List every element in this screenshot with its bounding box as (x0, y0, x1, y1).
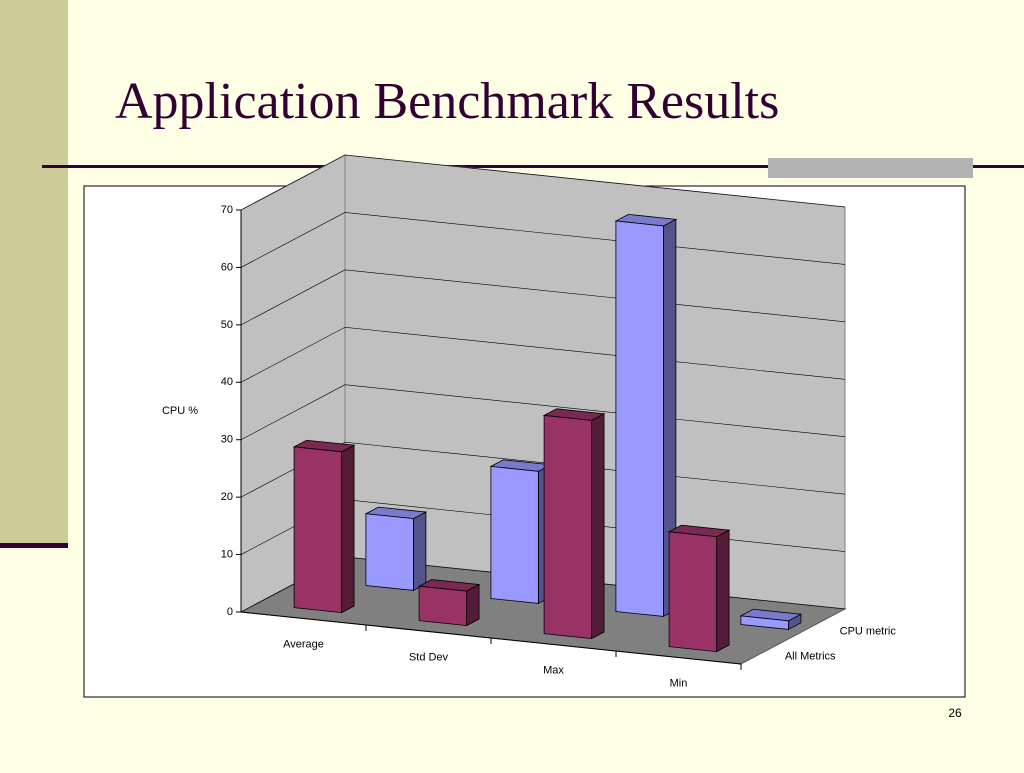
bar (418, 585, 468, 627)
slide-title: Application Benchmark Results (115, 73, 779, 130)
y-tick-label: 10 (221, 548, 233, 560)
x-tick-label: Average (283, 638, 324, 650)
side-rule (0, 543, 68, 548)
bar (615, 220, 664, 617)
bar (668, 531, 717, 653)
x-tick-label: Min (670, 677, 688, 689)
bar (365, 513, 414, 591)
y-tick-label: 70 (221, 204, 233, 216)
y-tick-label: 30 (221, 434, 233, 446)
plot: 0 10 20 30 40 50 60 70 CPU % Average Std Dev Max Min… (162, 154, 897, 689)
series-label: All Metrics (785, 650, 836, 662)
y-axis-label: CPU % (162, 405, 198, 417)
grid-line (240, 326, 846, 383)
bar-side (591, 413, 605, 640)
series-label: CPU metric (840, 626, 897, 638)
accent-bar (768, 158, 973, 178)
grid-line (240, 212, 846, 268)
title-rule (42, 165, 1024, 168)
page-number: 26 (948, 706, 962, 720)
side-band (0, 0, 68, 548)
bar-side (716, 529, 730, 653)
bar (543, 414, 592, 640)
y-tick-label: 20 (221, 491, 233, 503)
bar-side (341, 444, 355, 614)
grid-line (240, 269, 846, 326)
y-tick-label: 60 (221, 261, 233, 273)
y-tick-label: 40 (221, 376, 233, 388)
grid-line (240, 384, 846, 440)
bar (740, 615, 789, 630)
bar-side (466, 583, 480, 627)
bar (490, 465, 539, 604)
y-tick-label: 0 (227, 606, 233, 618)
x-tick-label: Max (543, 664, 564, 676)
bar-side (412, 511, 427, 592)
y-tick-label: 50 (221, 319, 233, 331)
grid-line (240, 154, 846, 211)
bar (293, 446, 343, 614)
grid-line (240, 441, 846, 498)
x-tick-label: Std Dev (409, 651, 449, 663)
